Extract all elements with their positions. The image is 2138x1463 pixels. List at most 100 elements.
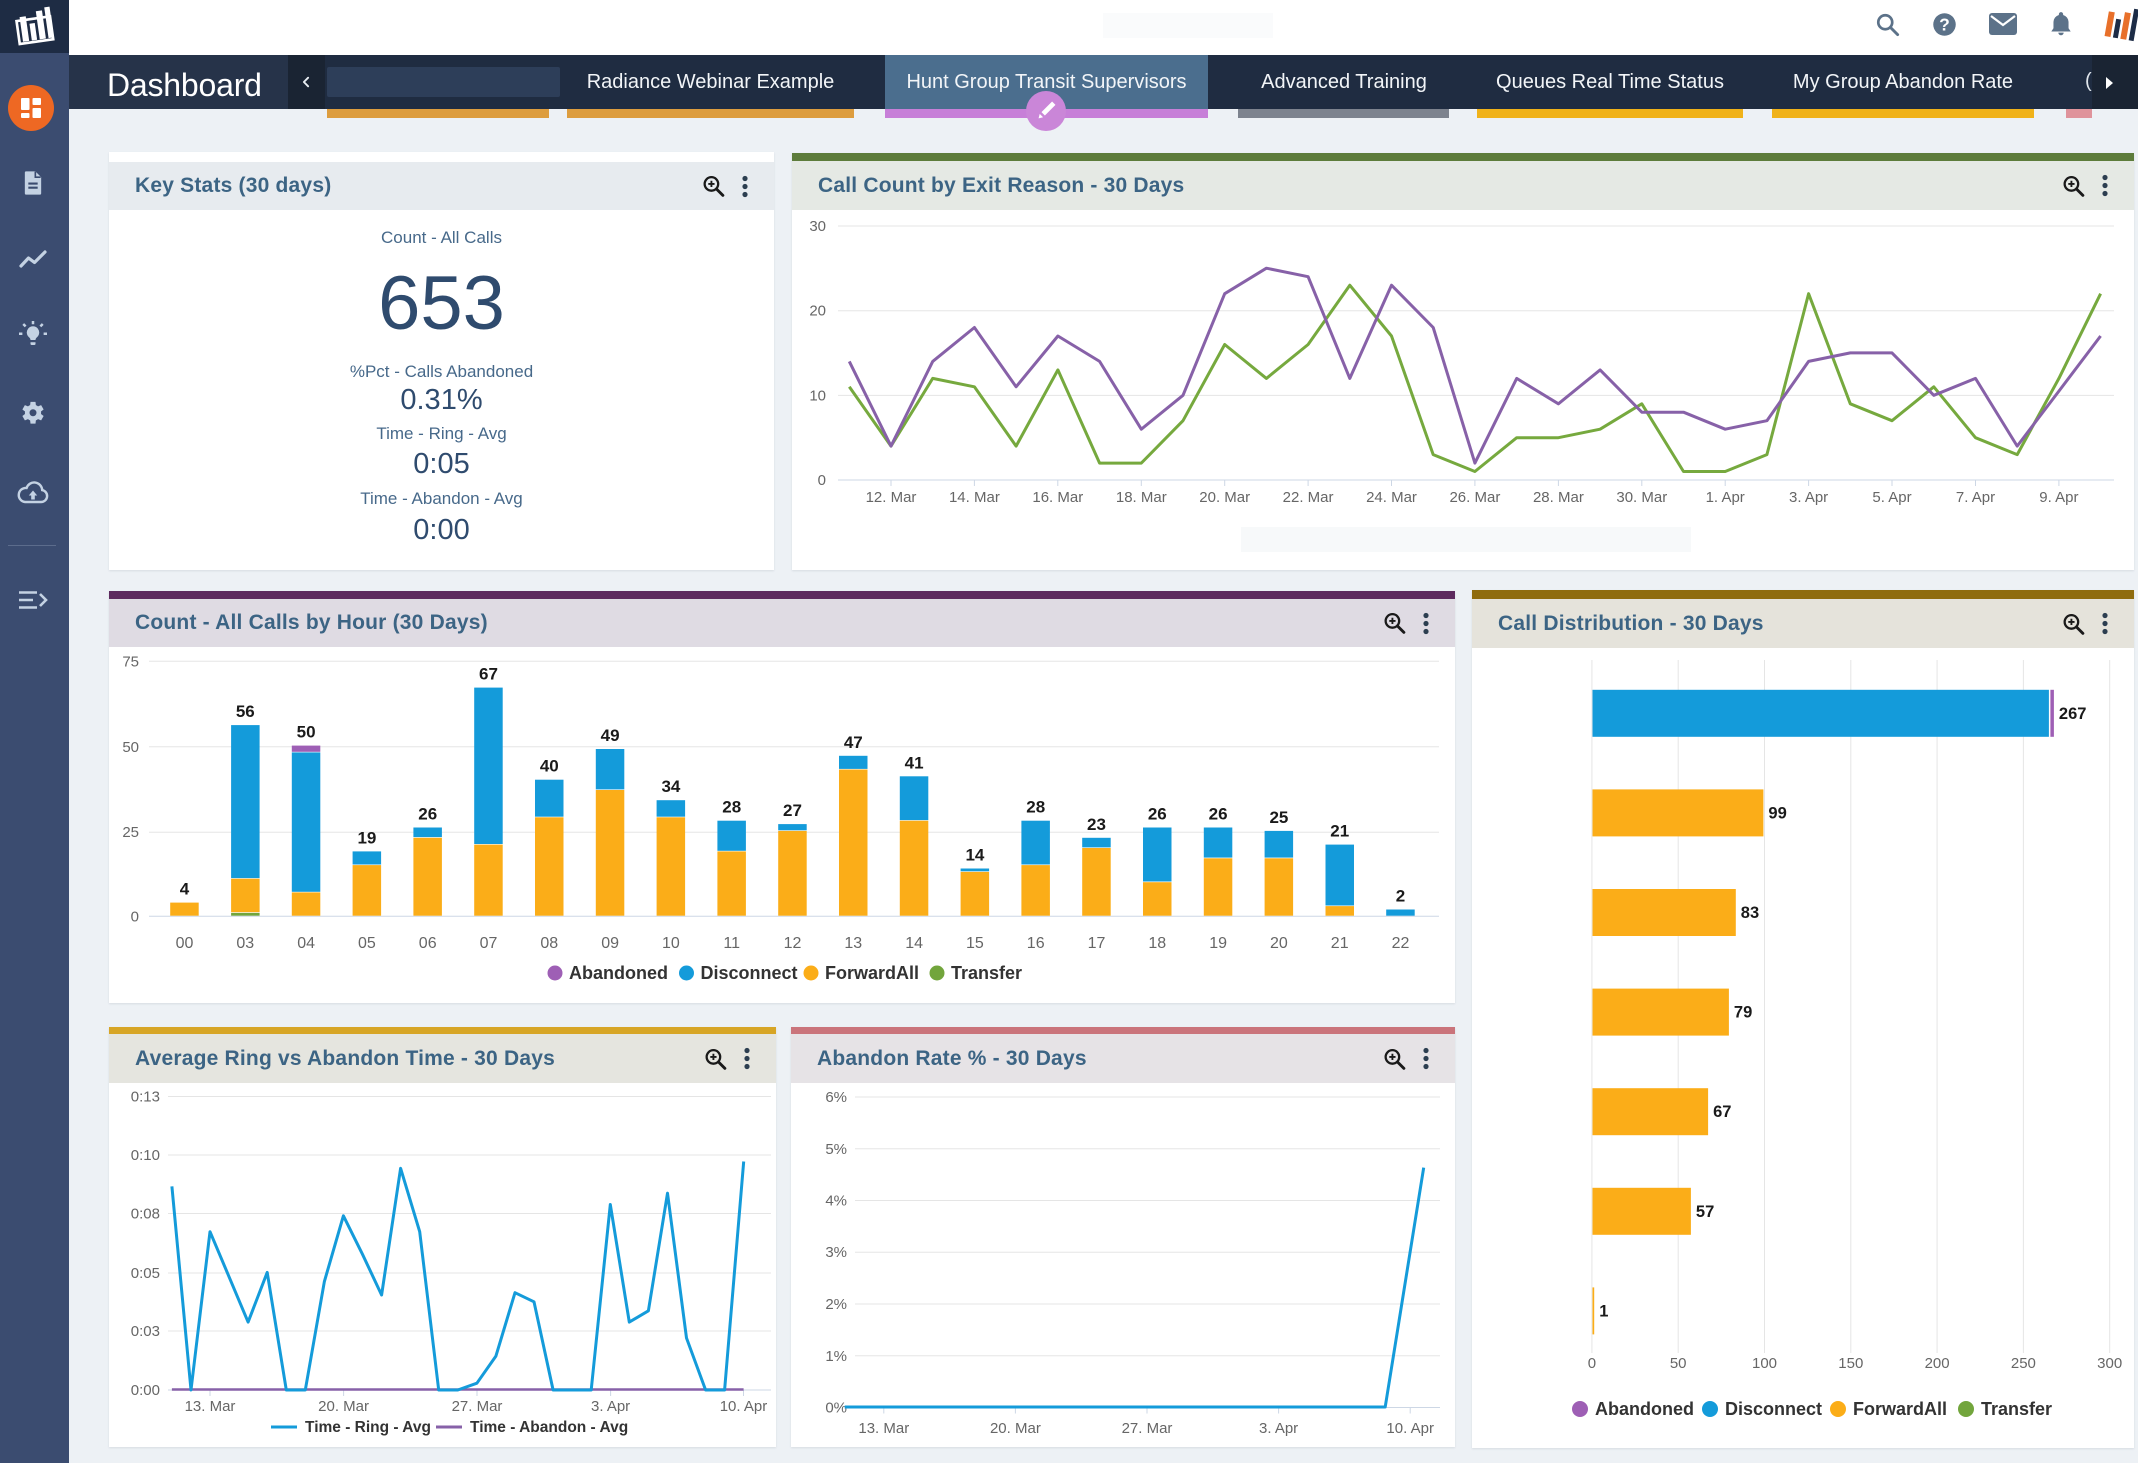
svg-text:Time - Ring - Avg: Time - Ring - Avg: [305, 1419, 431, 1436]
svg-text:3%: 3%: [825, 1244, 847, 1261]
svg-text:3. Apr: 3. Apr: [1789, 489, 1828, 506]
svg-text:27: 27: [783, 801, 802, 820]
svg-text:57: 57: [1696, 1203, 1714, 1221]
svg-text:267: 267: [2059, 705, 2087, 723]
svg-text:6%: 6%: [825, 1089, 847, 1106]
svg-text:27. Mar: 27. Mar: [1122, 1420, 1173, 1437]
svg-text:50: 50: [297, 723, 316, 742]
svg-text:15: 15: [966, 935, 984, 952]
svg-text:40: 40: [540, 757, 559, 776]
svg-text:26: 26: [1209, 805, 1228, 824]
svg-text:09: 09: [601, 935, 619, 952]
svg-text:1: 1: [1599, 1302, 1608, 1320]
svg-text:ForwardAll: ForwardAll: [825, 963, 919, 983]
svg-text:21: 21: [1330, 822, 1349, 841]
svg-text:Disconnect: Disconnect: [1725, 1399, 1822, 1419]
svg-text:25: 25: [1269, 808, 1288, 827]
svg-text:50: 50: [1670, 1355, 1687, 1372]
svg-text:Abandoned: Abandoned: [569, 963, 668, 983]
svg-text:06: 06: [419, 935, 437, 952]
svg-text:20: 20: [809, 303, 826, 320]
svg-text:50: 50: [122, 739, 139, 756]
svg-text:4: 4: [180, 880, 190, 899]
svg-text:16: 16: [1027, 935, 1045, 952]
svg-text:0:13: 0:13: [131, 1089, 160, 1106]
svg-text:5. Apr: 5. Apr: [1872, 489, 1911, 506]
svg-text:2%: 2%: [825, 1296, 847, 1313]
svg-text:12: 12: [784, 935, 802, 952]
svg-text:2: 2: [1396, 887, 1405, 906]
svg-text:20: 20: [1270, 935, 1288, 952]
svg-text:67: 67: [479, 665, 498, 684]
svg-text:28: 28: [1026, 798, 1045, 817]
svg-text:?: ?: [1939, 15, 1950, 35]
svg-text:99: 99: [1768, 804, 1786, 822]
svg-text:18. Mar: 18. Mar: [1116, 489, 1167, 506]
svg-text:30: 30: [809, 218, 826, 235]
svg-text:10. Apr: 10. Apr: [720, 1398, 768, 1415]
svg-text:7. Apr: 7. Apr: [1956, 489, 1995, 506]
svg-text:05: 05: [358, 935, 376, 952]
svg-text:18: 18: [1148, 935, 1166, 952]
svg-text:47: 47: [844, 733, 863, 752]
svg-text:27. Mar: 27. Mar: [452, 1398, 503, 1415]
svg-text:22. Mar: 22. Mar: [1283, 489, 1334, 506]
svg-text:200: 200: [1925, 1355, 1950, 1372]
svg-text:250: 250: [2011, 1355, 2036, 1372]
svg-text:10. Apr: 10. Apr: [1386, 1420, 1434, 1437]
svg-text:0:05: 0:05: [131, 1265, 160, 1282]
svg-text:13. Mar: 13. Mar: [185, 1398, 236, 1415]
svg-text:Transfer: Transfer: [1981, 1399, 2052, 1419]
svg-text:08: 08: [540, 935, 558, 952]
svg-text:0: 0: [1588, 1355, 1596, 1372]
svg-text:Transfer: Transfer: [951, 963, 1022, 983]
svg-text:67: 67: [1713, 1103, 1731, 1121]
svg-text:12. Mar: 12. Mar: [866, 489, 917, 506]
svg-text:150: 150: [1838, 1355, 1863, 1372]
svg-text:14. Mar: 14. Mar: [949, 489, 1000, 506]
svg-text:10: 10: [662, 935, 680, 952]
svg-text:21: 21: [1331, 935, 1349, 952]
svg-text:83: 83: [1741, 904, 1759, 922]
svg-text:07: 07: [480, 935, 498, 952]
svg-text:5%: 5%: [825, 1141, 847, 1158]
svg-text:10: 10: [809, 387, 826, 404]
svg-text:100: 100: [1752, 1355, 1777, 1372]
svg-text:22: 22: [1392, 935, 1410, 952]
svg-text:1. Apr: 1. Apr: [1706, 489, 1745, 506]
svg-text:1%: 1%: [825, 1348, 847, 1365]
svg-text:26: 26: [418, 805, 437, 824]
svg-text:26: 26: [1148, 805, 1167, 824]
svg-text:41: 41: [905, 753, 924, 772]
svg-text:03: 03: [236, 935, 254, 952]
svg-text:23: 23: [1087, 815, 1106, 834]
svg-text:26. Mar: 26. Mar: [1449, 489, 1500, 506]
svg-text:0:03: 0:03: [131, 1323, 160, 1340]
svg-text:13: 13: [844, 935, 862, 952]
svg-text:14: 14: [965, 846, 984, 865]
svg-text:28. Mar: 28. Mar: [1533, 489, 1584, 506]
svg-text:0:00: 0:00: [131, 1382, 160, 1399]
svg-text:4%: 4%: [825, 1193, 847, 1210]
svg-text:49: 49: [601, 726, 620, 745]
svg-text:Abandoned: Abandoned: [1595, 1399, 1694, 1419]
svg-text:3. Apr: 3. Apr: [1259, 1420, 1298, 1437]
svg-text:9. Apr: 9. Apr: [2039, 489, 2078, 506]
svg-text:14: 14: [905, 935, 923, 952]
svg-text:17: 17: [1088, 935, 1106, 952]
svg-text:0:10: 0:10: [131, 1147, 160, 1164]
svg-text:13. Mar: 13. Mar: [858, 1420, 909, 1437]
svg-text:0%: 0%: [825, 1400, 847, 1417]
svg-text:30. Mar: 30. Mar: [1616, 489, 1667, 506]
svg-text:ForwardAll: ForwardAll: [1853, 1399, 1947, 1419]
svg-text:00: 00: [176, 935, 194, 952]
svg-text:3. Apr: 3. Apr: [591, 1398, 630, 1415]
svg-text:0: 0: [131, 908, 139, 925]
svg-text:79: 79: [1734, 1004, 1752, 1022]
svg-text:0:08: 0:08: [131, 1206, 160, 1223]
svg-text:11: 11: [723, 935, 740, 952]
svg-text:25: 25: [122, 824, 139, 841]
svg-text:300: 300: [2097, 1355, 2122, 1372]
svg-text:04: 04: [297, 935, 315, 952]
svg-text:19: 19: [357, 828, 376, 847]
